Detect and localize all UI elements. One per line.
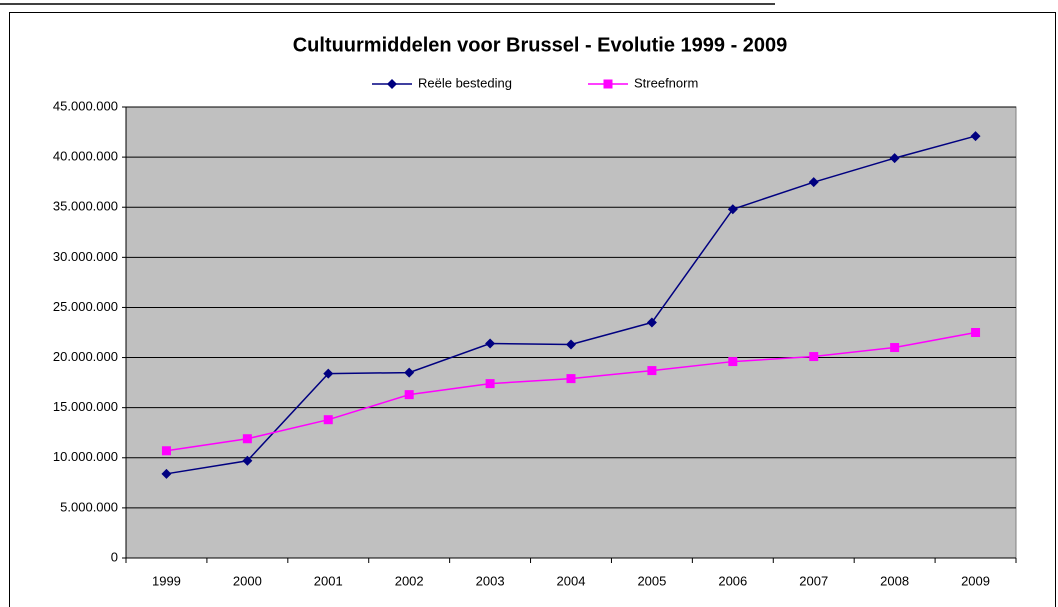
marker xyxy=(727,204,738,215)
marker xyxy=(890,343,900,353)
marker xyxy=(971,328,981,337)
marker xyxy=(242,455,253,466)
x-tick-label: 2007 xyxy=(799,573,828,588)
marker xyxy=(889,153,900,164)
marker xyxy=(808,177,819,188)
marker xyxy=(323,368,334,379)
marker xyxy=(387,79,397,89)
x-tick-label: 2006 xyxy=(718,573,747,588)
marker xyxy=(647,366,657,376)
y-tick-label: 15.000.000 xyxy=(53,399,118,414)
marker xyxy=(161,446,171,456)
x-tick-label: 2005 xyxy=(637,573,666,588)
x-tick-label: 2008 xyxy=(880,573,909,588)
x-tick-label: 2000 xyxy=(233,573,262,588)
marker xyxy=(323,415,333,425)
marker xyxy=(809,352,819,362)
y-tick-label: 35.000.000 xyxy=(53,199,118,214)
plot-area xyxy=(125,106,1017,559)
marker xyxy=(603,79,613,89)
x-tick-label: 2004 xyxy=(557,573,586,588)
x-tick-label: 2003 xyxy=(476,573,505,588)
y-tick-label: 0 xyxy=(111,549,118,564)
y-tick-label: 45.000.000 xyxy=(53,98,118,113)
y-tick-label: 5.000.000 xyxy=(60,499,118,514)
marker xyxy=(566,374,576,384)
marker xyxy=(242,434,252,444)
legend-label: Streefnorm xyxy=(634,75,698,90)
marker xyxy=(646,317,657,328)
marker xyxy=(970,131,981,142)
marker xyxy=(404,390,414,400)
x-tick-label: 2001 xyxy=(314,573,343,588)
legend-label: Reële besteding xyxy=(418,75,512,90)
y-tick-label: 10.000.000 xyxy=(53,449,118,464)
x-tick-label: 1999 xyxy=(152,573,181,588)
x-tick-label: 2009 xyxy=(961,573,990,588)
marker xyxy=(404,367,415,378)
marker xyxy=(485,338,496,349)
chart-title: Cultuurmiddelen voor Brussel - Evolutie … xyxy=(293,34,788,56)
y-tick-label: 20.000.000 xyxy=(53,349,118,364)
marker xyxy=(728,357,738,367)
y-tick-label: 25.000.000 xyxy=(53,299,118,314)
marker xyxy=(161,468,172,479)
marker xyxy=(485,379,495,389)
y-tick-label: 30.000.000 xyxy=(53,249,118,264)
y-tick-label: 40.000.000 xyxy=(53,149,118,164)
marker xyxy=(566,339,576,350)
x-tick-label: 2002 xyxy=(395,573,424,588)
